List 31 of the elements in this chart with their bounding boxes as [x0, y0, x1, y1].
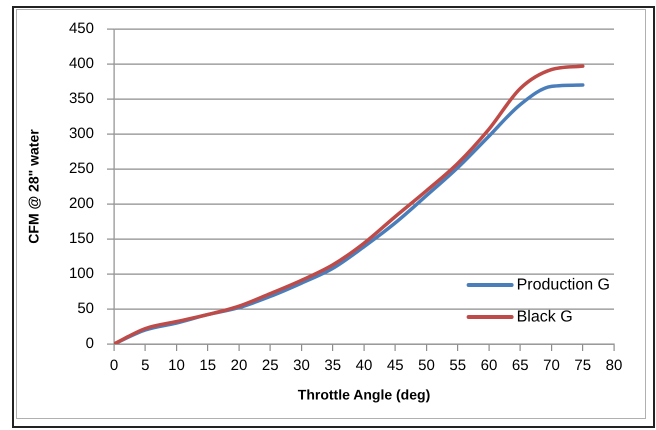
- legend-label: Production G: [516, 276, 610, 294]
- x-tick-label: 40: [356, 357, 372, 374]
- x-tick-label: 0: [110, 357, 118, 374]
- y-tick-label: 250: [68, 160, 94, 178]
- x-tick-label: 30: [293, 357, 310, 374]
- x-tick-label: 10: [168, 357, 185, 374]
- y-tick-label: 450: [68, 20, 94, 38]
- y-tick-label: 0: [86, 335, 94, 352]
- x-axis-title: Throttle Angle (deg): [298, 386, 430, 402]
- x-tick-label: 20: [230, 357, 248, 374]
- y-tick-label: 400: [68, 55, 94, 72]
- y-tick-label: 50: [77, 300, 94, 318]
- x-tick-label: 80: [606, 357, 622, 374]
- x-tick-label: 25: [262, 357, 279, 374]
- y-tick-label: 350: [68, 90, 94, 108]
- y-tick-label: 300: [68, 125, 94, 142]
- legend-label: Black G: [516, 308, 573, 326]
- y-tick-label: 100: [68, 265, 94, 282]
- x-tick-label: 75: [574, 357, 592, 374]
- x-tick-label: 45: [386, 357, 404, 374]
- x-tick-label: 65: [512, 357, 529, 374]
- y-tick-label: 200: [68, 195, 94, 212]
- y-tick-label: 150: [68, 230, 94, 248]
- x-tick-label: 5: [141, 357, 150, 374]
- x-tick-label: 70: [543, 357, 560, 374]
- x-tick-label: 35: [324, 357, 342, 374]
- x-tick-label: 50: [418, 357, 435, 374]
- y-axis-title: CFM @ 28" water: [25, 128, 42, 244]
- x-tick-label: 60: [480, 357, 498, 374]
- x-tick-label: 15: [199, 357, 216, 374]
- x-tick-label: 55: [449, 357, 466, 374]
